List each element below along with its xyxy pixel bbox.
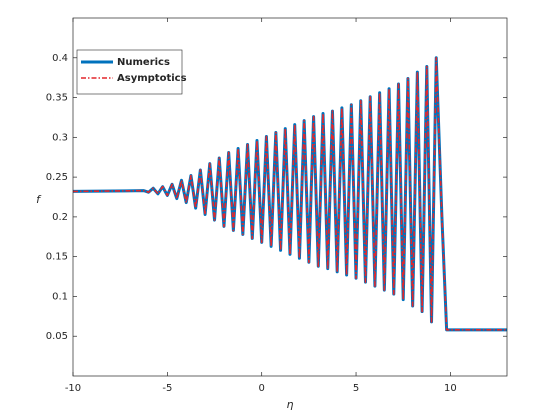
x-tick-label: -10 xyxy=(65,383,81,394)
legend-label: Asymptotics xyxy=(117,73,187,84)
y-tick-label: 0.4 xyxy=(52,53,68,64)
x-axis-label: η xyxy=(287,398,294,411)
x-tick-label: -5 xyxy=(162,383,172,394)
y-axis-label: f xyxy=(36,193,42,206)
y-tick-label: 0.3 xyxy=(52,132,68,143)
y-tick-label: 0.35 xyxy=(46,93,68,104)
y-tick-label: 0.15 xyxy=(46,252,68,263)
legend-label: Numerics xyxy=(117,57,170,68)
y-tick-label: 0.05 xyxy=(46,331,68,342)
y-tick-label: 0.25 xyxy=(46,172,68,183)
x-tick-label: 10 xyxy=(444,383,457,394)
axes-box xyxy=(72,17,508,377)
series-line xyxy=(72,56,507,331)
legend-box xyxy=(76,49,183,95)
y-tick-label: 0.1 xyxy=(52,291,68,302)
x-tick-label: 5 xyxy=(353,383,359,394)
y-tick-label: 0.2 xyxy=(52,212,68,223)
legend: Numerics Asymptotics xyxy=(76,49,187,95)
x-tick-label: 0 xyxy=(259,383,265,394)
